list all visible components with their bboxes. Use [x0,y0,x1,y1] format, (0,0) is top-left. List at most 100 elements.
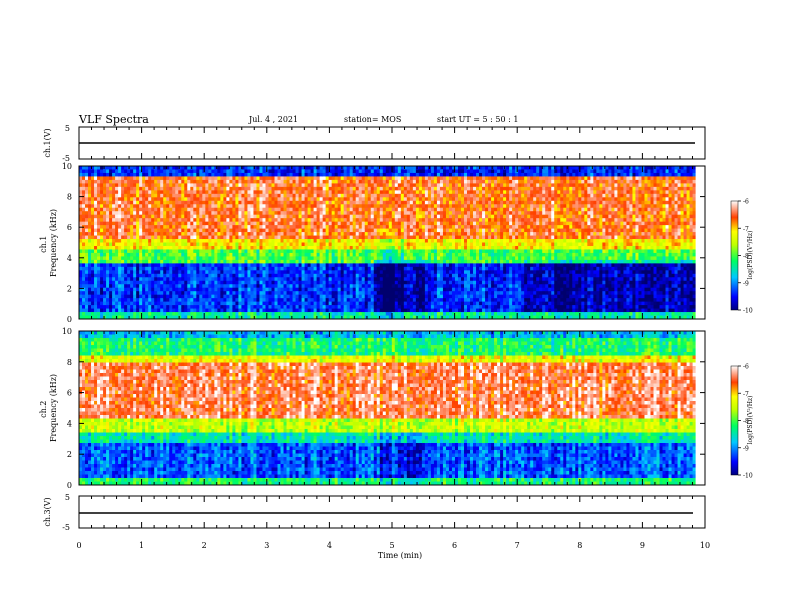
heatmap-cell [178,249,182,254]
heatmap-cell [340,273,345,278]
heatmap-cell [85,277,89,282]
heatmap-cell [349,200,354,205]
heatmap-cell [301,186,305,191]
heatmap-cell [310,166,315,170]
heatmap-cell [229,312,233,316]
heatmap-cell [367,298,372,303]
heatmap-cell [286,204,290,209]
heatmap-cell [256,232,260,236]
heatmap-cell [406,273,411,278]
heatmap-cell [328,218,333,223]
heatmap-cell [316,176,321,181]
heatmap-cell [160,239,164,243]
heatmap-cell [280,166,284,170]
heatmap-cell [214,270,218,275]
heatmap-cell [109,218,113,223]
heatmap-cell [91,284,95,289]
heatmap-cell [274,166,278,170]
heatmap-cell [202,270,206,275]
heatmap-cell [253,280,257,285]
heatmap-cell [163,308,167,313]
heatmap-cell [262,315,266,320]
heatmap-cell [406,305,411,309]
heatmap-cell [271,270,275,275]
heatmap-cell [166,259,170,264]
heatmap-cell [91,270,95,275]
heatmap-cell [178,270,182,275]
heatmap-cell [331,249,336,254]
heatmap-cell [172,298,176,303]
heatmap-cell [388,239,393,243]
heatmap-cell [397,284,402,289]
heatmap-cell [139,280,143,285]
heatmap-cell [160,235,164,240]
heatmap-cell [154,221,158,226]
heatmap-cell [151,211,155,216]
heatmap-cell [181,315,185,320]
heatmap-cell [121,228,125,233]
heatmap-cell [136,284,140,289]
heatmap-cell [271,204,275,209]
heatmap-cell [409,280,414,285]
heatmap-cell [361,169,366,174]
heatmap-cell [388,308,393,313]
heatmap-cell [178,186,182,191]
heatmap-cell [274,232,278,236]
heatmap-cell [160,305,164,309]
heatmap-cell [211,252,215,257]
heatmap-cell [127,172,131,177]
heatmap-cell [391,266,396,271]
heatmap-cell [199,169,203,174]
heatmap-cell [283,266,287,271]
heatmap-cell [274,294,278,299]
heatmap-cell [382,166,387,170]
heatmap-cell [313,305,318,309]
heatmap-cell [304,179,308,184]
heatmap-cell [373,305,378,309]
heatmap-cell [319,232,324,236]
heatmap-cell [214,301,218,306]
heatmap-cell [361,221,366,226]
heatmap-cell [226,200,230,205]
heatmap-cell [184,242,188,247]
heatmap-cell [79,211,83,216]
heatmap-cell [373,176,378,181]
heatmap-cell [118,207,122,212]
heatmap-cell [151,193,155,198]
heatmap-cell [415,176,420,181]
heatmap-cell [91,190,95,195]
heatmap-cell [124,256,128,261]
heatmap-cell [106,312,110,316]
heatmap-cell [163,176,167,181]
heatmap-cell [148,183,152,188]
heatmap-cell [109,294,113,299]
heatmap-cell [337,197,342,202]
heatmap-cell [151,207,155,212]
heatmap-cell [364,204,369,209]
heatmap-cell [229,166,233,170]
heatmap-cell [280,277,284,282]
heatmap-cell [412,218,417,223]
heatmap-cell [244,179,248,184]
heatmap-cell [244,200,248,205]
heatmap-cell [355,228,360,233]
heatmap-cell [232,266,236,271]
heatmap-cell [355,287,360,292]
heatmap-cell [88,218,92,223]
heatmap-cell [172,287,176,292]
heatmap-cell [172,183,176,188]
heatmap-cell [271,273,275,278]
heatmap-cell [400,228,405,233]
heatmap-cell [157,172,161,177]
heatmap-cell [79,166,83,170]
heatmap-cell [130,172,134,177]
heatmap-cell [394,228,399,233]
heatmap-cell [109,186,113,191]
heatmap-cell [235,273,239,278]
heatmap-cell [130,200,134,205]
heatmap-cell [409,193,414,198]
heatmap-cell [127,284,131,289]
heatmap-cell [349,235,354,240]
heatmap-cell [382,214,387,219]
heatmap-cell [382,263,387,268]
